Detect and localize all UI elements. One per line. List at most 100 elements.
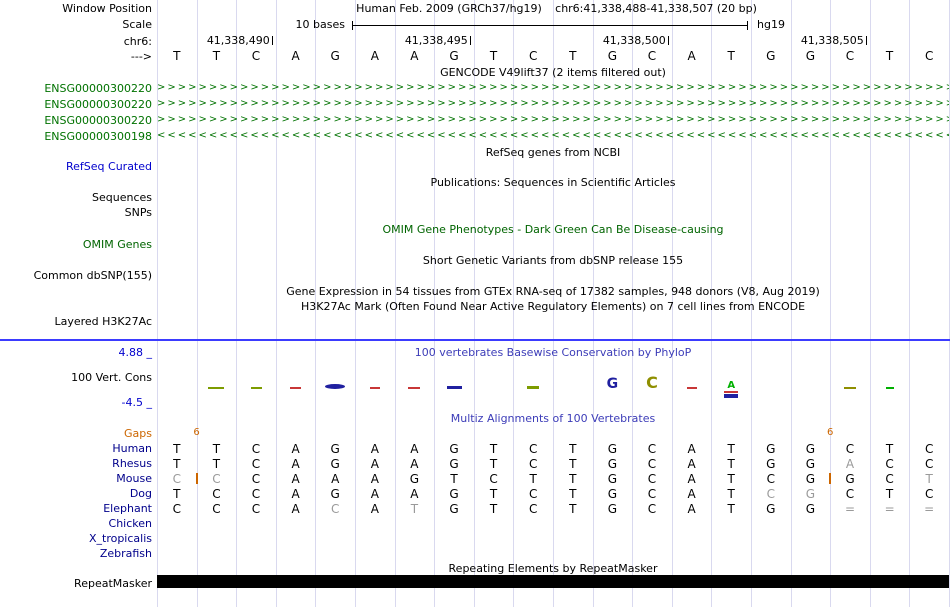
alignment-base: T	[727, 502, 735, 516]
coordinate-label: 41,338,500	[602, 34, 666, 47]
omim-genes-label[interactable]: OMIM Genes	[82, 238, 152, 251]
coordinate-tick	[667, 36, 669, 45]
dbsnp-track-title[interactable]: Short Genetic Variants from dbSNP releas…	[422, 254, 684, 267]
gap-size-label: 6	[193, 427, 200, 438]
strand-direction-label: --->	[130, 50, 152, 63]
ruler-base: T	[569, 49, 577, 63]
alignment-base: A	[370, 472, 379, 486]
alignment-base: T	[885, 442, 894, 456]
alignment-base: T	[727, 487, 735, 501]
coordinate-tick	[469, 36, 471, 45]
snps-label[interactable]: SNPs	[124, 206, 152, 219]
species-label[interactable]: Human	[112, 442, 152, 455]
phylop-bar	[290, 387, 302, 389]
ruler-base: T	[885, 49, 894, 63]
alignment-base: G	[330, 457, 340, 471]
alignment-base: T	[727, 457, 735, 471]
species-label[interactable]: X_tropicalis	[88, 532, 152, 545]
alignment-base: G	[766, 442, 776, 456]
species-label[interactable]: Mouse	[116, 472, 152, 485]
ruler-base: T	[489, 49, 498, 63]
alignment-base: T	[727, 442, 735, 456]
repeatmasker-label[interactable]: RepeatMasker	[74, 577, 152, 590]
alignment-base: A	[370, 442, 379, 456]
alignment-base: G	[766, 457, 776, 471]
assembly-label: Human Feb. 2009 (GRCh37/hg19)	[356, 2, 542, 15]
ruler-base: C	[251, 49, 261, 63]
alignment-base: A	[370, 502, 379, 516]
alignment-base: C	[924, 457, 934, 471]
alignment-base: G	[805, 472, 816, 486]
alignment-base: G	[805, 487, 816, 501]
species-label[interactable]: Zebrafish	[99, 547, 152, 560]
alignment-base: =	[884, 502, 895, 516]
gridline	[553, 0, 554, 607]
gaps-label[interactable]: Gaps	[124, 427, 152, 440]
phylop-bar	[527, 386, 540, 389]
alignment-base: A	[687, 472, 696, 486]
gene-label[interactable]: ENSG00000300198	[44, 130, 152, 143]
species-label[interactable]: Dog	[129, 487, 152, 500]
species-label[interactable]: Rhesus	[112, 457, 152, 470]
gene-arrows[interactable]: <<<<<<<<<<<<<<<<<<<<<<<<<<<<<<<<<<<<<<<<…	[157, 130, 949, 141]
alignment-base: C	[647, 487, 657, 501]
gridline	[909, 0, 911, 607]
alignment-base: G	[607, 502, 618, 516]
phylop-bar	[446, 386, 462, 389]
repeatmasker-track-title[interactable]: Repeating Elements by RepeatMasker	[448, 562, 658, 575]
insertion-mark	[195, 473, 198, 484]
alignment-base: T	[489, 487, 498, 501]
species-label[interactable]: Elephant	[103, 502, 152, 515]
alignment-base: T	[489, 442, 498, 456]
gene-arrows[interactable]: >>>>>>>>>>>>>>>>>>>>>>>>>>>>>>>>>>>>>>>>…	[157, 114, 949, 125]
alignment-base: T	[529, 472, 537, 486]
phylop-bar	[325, 384, 346, 389]
common-dbsnp-label[interactable]: Common dbSNP(155)	[33, 269, 152, 282]
ruler-base: A	[291, 49, 300, 63]
gene-label[interactable]: ENSG00000300220	[44, 98, 152, 111]
gridline	[869, 0, 871, 607]
phylop-bar	[686, 387, 697, 389]
repeatmasker-bar[interactable]	[157, 575, 949, 588]
gene-label[interactable]: ENSG00000300220	[44, 114, 152, 127]
sequences-label[interactable]: Sequences	[92, 191, 152, 204]
vert-cons-label[interactable]: 100 Vert. Cons	[71, 371, 152, 384]
omim-track-title[interactable]: OMIM Gene Phenotypes - Dark Green Can Be…	[382, 223, 724, 236]
multiz-track-title[interactable]: Multiz Alignments of 100 Vertebrates	[450, 412, 656, 425]
gtex-track-title[interactable]: Gene Expression in 54 tissues from GTEx …	[286, 285, 820, 298]
alignment-base: G	[805, 502, 816, 516]
gap-size-label: 6	[827, 427, 834, 438]
layered-h3k27ac-label[interactable]: Layered H3K27Ac	[54, 315, 152, 328]
gene-label[interactable]: ENSG00000300220	[44, 82, 152, 95]
alignment-row[interactable]: C C C A C A T G T C T G C A T G G = = =	[157, 502, 949, 516]
phylop-track-title[interactable]: 100 vertebrates Basewise Conservation by…	[414, 346, 692, 359]
coordinate-label: 41,338,505	[800, 34, 864, 47]
alignment-base: G	[805, 457, 816, 471]
alignment-base: G	[330, 442, 340, 456]
alignment-base: C	[212, 502, 221, 516]
coordinate-label: 41,338,495	[404, 34, 468, 47]
gencode-track-title[interactable]: GENCODE V49lift37 (2 items filtered out)	[440, 66, 666, 79]
species-label[interactable]: Chicken	[108, 517, 152, 530]
publications-track-title[interactable]: Publications: Sequences in Scientific Ar…	[430, 176, 676, 189]
ruler-base: A	[370, 49, 379, 63]
gridline	[671, 0, 673, 607]
position-label: chr6:41,338,488-41,338,507 (20 bp)	[555, 2, 757, 15]
alignment-base: T	[173, 442, 181, 456]
refseq-track-title[interactable]: RefSeq genes from NCBI	[485, 146, 621, 159]
alignment-base: C	[766, 487, 775, 501]
phylop-bar	[208, 387, 225, 389]
h3k27ac-track-title[interactable]: H3K27Ac Mark (Often Found Near Active Re…	[300, 300, 806, 313]
alignment-base: G	[607, 487, 618, 501]
ruler-base: G	[607, 49, 618, 63]
alignment-base: T	[569, 502, 577, 516]
gene-arrows[interactable]: >>>>>>>>>>>>>>>>>>>>>>>>>>>>>>>>>>>>>>>>…	[157, 98, 949, 109]
alignment-base: C	[845, 487, 855, 501]
refseq-curated-label[interactable]: RefSeq Curated	[66, 160, 152, 173]
gene-arrows[interactable]: >>>>>>>>>>>>>>>>>>>>>>>>>>>>>>>>>>>>>>>>…	[157, 82, 949, 93]
